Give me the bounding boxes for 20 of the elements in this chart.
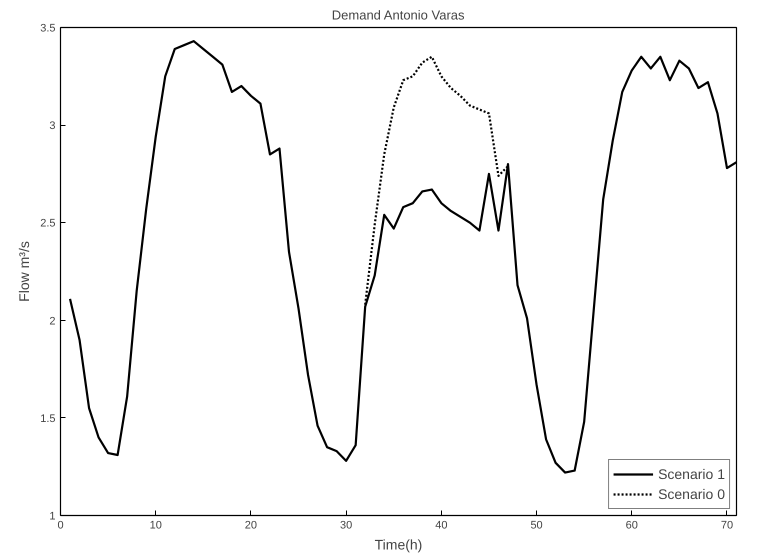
legend-label: Scenario 0 (658, 486, 725, 502)
x-tick-label: 40 (435, 520, 448, 532)
x-tick-label: 10 (150, 520, 162, 532)
x-tick-label: 70 (720, 520, 734, 532)
y-tick-label: 1 (49, 510, 56, 522)
x-axis-title: Time(h) (374, 536, 422, 552)
legend-label: Scenario 1 (658, 466, 725, 482)
y-axis-title: Flow m³/s (16, 241, 32, 302)
x-tick-label: 60 (626, 520, 638, 532)
line-series (364, 56, 510, 306)
x-tick-label: 0 (57, 520, 64, 532)
y-tick-label: 2.5 (40, 218, 56, 230)
y-tick-label: 1.5 (40, 412, 56, 425)
x-tick-label: 20 (244, 520, 258, 532)
y-tick-label: 3 (49, 120, 56, 132)
x-tick-label: 50 (530, 520, 543, 532)
y-tick-label: 3.5 (40, 22, 56, 34)
chart-title: Demand Antonio Varas (332, 8, 466, 22)
y-tick-label: 2 (49, 315, 56, 328)
x-tick-label: 30 (340, 520, 352, 532)
